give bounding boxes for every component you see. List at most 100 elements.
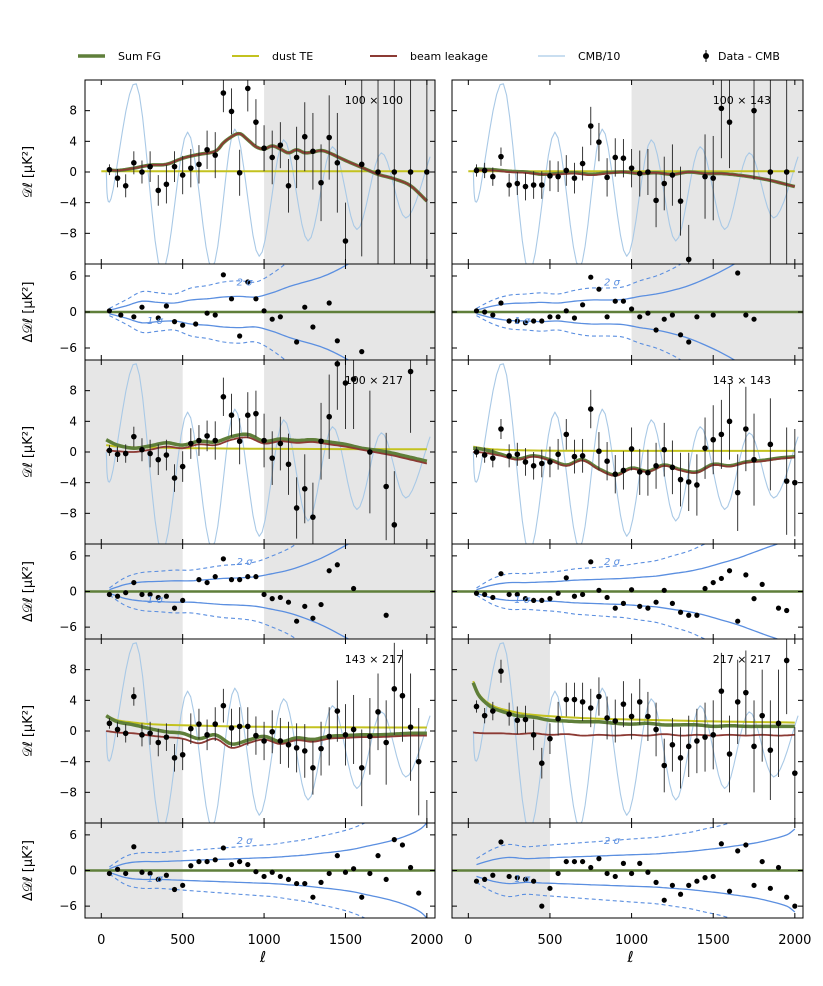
data-point [767,80,774,264]
y-tick-label: 0 [69,165,77,179]
data-point [547,446,553,478]
data-point [726,80,733,169]
data-marker [310,148,316,155]
residual-marker [702,875,708,881]
data-marker [596,448,602,455]
data-point [334,680,341,742]
y-tick-label: 8 [69,663,77,677]
data-point [726,383,733,460]
data-point [399,649,406,742]
data-point [620,451,627,490]
data-point [301,102,308,172]
residual-marker [498,300,504,306]
data-marker [653,463,659,469]
residual-marker [277,873,283,880]
data-marker [498,668,504,674]
data-point [415,708,422,816]
data-point [571,439,578,474]
data-marker [131,160,137,166]
residual-marker [710,873,716,880]
data-marker [530,732,537,738]
data-point [204,130,210,169]
data-point [212,421,219,460]
data-marker [114,451,121,458]
data-marker [767,747,774,753]
sigma2-lower [109,315,287,360]
residual-marker [269,869,275,875]
spectrum-panel [452,639,799,823]
data-marker [604,174,610,181]
legend-marker-data [703,53,709,59]
data-point [106,164,113,176]
y-tick-label: 4 [69,134,77,148]
residual-marker [645,310,651,316]
residual-marker [220,272,226,278]
data-marker [196,161,202,168]
data-marker [391,169,398,175]
data-marker [261,145,267,152]
data-marker [694,482,700,488]
data-marker [783,657,790,664]
data-marker [767,441,774,448]
data-point [253,716,259,755]
residual-marker [506,591,512,598]
residual-marker [106,591,113,598]
residual-marker [473,878,480,884]
residual-marker [196,577,202,583]
residual-marker [588,274,594,280]
residual-marker [580,591,586,598]
data-marker [612,718,619,724]
residual-marker [228,296,235,302]
residual-marker [212,312,218,318]
data-point [310,482,316,544]
data-point [767,700,774,800]
data-marker [301,748,308,754]
y-tick-label: 8 [69,384,77,398]
residual-marker [212,857,218,863]
residual-marker [490,872,496,878]
residual-marker [735,618,741,624]
data-marker [244,85,251,92]
data-marker [179,172,186,178]
data-marker [661,180,668,187]
data-point [669,717,676,772]
data-marker [547,735,553,742]
data-point [538,449,545,478]
legend-label-data: Data - CMB [718,50,780,63]
legend-entry-cmb: CMB/10 [538,50,620,63]
data-marker [139,169,145,175]
data-marker [139,446,145,453]
data-point [473,700,480,713]
residual-marker [580,858,586,865]
sigma1-lower [476,313,736,360]
residual-marker [702,585,708,592]
data-marker [571,453,578,460]
data-point [212,132,219,179]
data-marker [228,725,235,731]
residual-marker [612,605,618,611]
legend-entry-dust: dust TE [232,50,313,63]
residual-marker [188,863,194,869]
data-marker [122,730,129,737]
data-marker [244,723,251,730]
data-point [244,707,251,746]
residual-marker [588,559,594,565]
data-point [514,706,521,735]
residual-marker [726,568,733,574]
data-point [579,682,586,722]
residual-marker [620,298,627,304]
data-point [228,393,235,437]
data-point [285,433,292,495]
data-marker [661,762,668,769]
data-marker [620,701,627,707]
data-marker [792,770,798,776]
data-point [196,425,202,456]
data-marker [751,456,757,463]
data-marker [734,489,741,496]
data-marker [415,758,422,765]
data-marker [743,689,749,696]
data-point [228,88,235,135]
residual-marker [375,853,381,859]
residual-marker [318,601,324,608]
residual-marker [645,869,651,875]
